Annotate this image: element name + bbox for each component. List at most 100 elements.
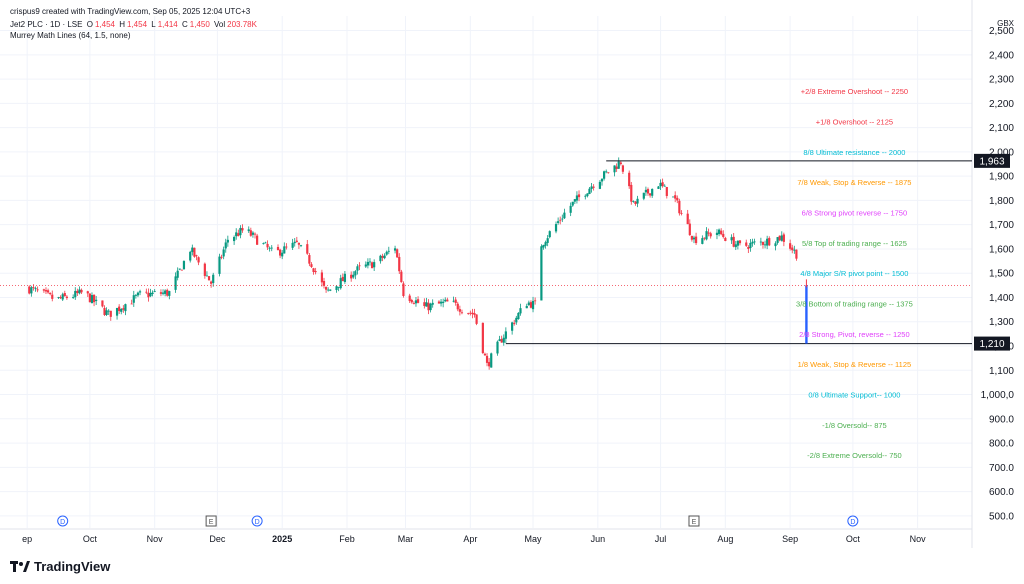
candle-body bbox=[379, 255, 382, 262]
candle-body bbox=[28, 286, 31, 294]
candle-body bbox=[203, 263, 206, 276]
candle-body bbox=[393, 248, 397, 251]
candle-body bbox=[795, 249, 798, 259]
candle-body bbox=[410, 299, 413, 303]
candle-body bbox=[337, 286, 340, 288]
tradingview-logo-icon bbox=[10, 560, 30, 572]
x-tick-label: ep bbox=[22, 534, 32, 544]
candle-body bbox=[174, 276, 177, 290]
y-tick-label: 1,800 bbox=[989, 196, 1014, 207]
candle-body bbox=[642, 192, 645, 199]
candle-body bbox=[205, 275, 209, 277]
candle-body bbox=[396, 249, 399, 258]
candle-body bbox=[720, 230, 723, 235]
candle-body bbox=[78, 289, 81, 294]
murrey-math-label: 0/8 Ultimate Support-- 1000 bbox=[808, 391, 900, 400]
candle-body bbox=[703, 237, 706, 239]
candle-body bbox=[366, 261, 369, 266]
open-label: O bbox=[86, 20, 93, 29]
candle-body bbox=[763, 244, 767, 246]
candle-body bbox=[498, 339, 501, 342]
candle-body bbox=[65, 296, 68, 299]
candle-body bbox=[239, 227, 242, 236]
y-tick-label: 600.0 bbox=[989, 487, 1014, 498]
candle-body bbox=[774, 243, 777, 247]
candle-body bbox=[439, 301, 443, 304]
candle-body bbox=[276, 246, 280, 251]
candle-body bbox=[180, 269, 183, 271]
x-tick-label: 2025 bbox=[272, 534, 292, 544]
candle-body bbox=[546, 238, 549, 243]
candle-body bbox=[701, 238, 704, 244]
price-line-badge bbox=[974, 153, 1010, 168]
candle-body bbox=[218, 256, 221, 274]
candle-body bbox=[368, 261, 372, 263]
indicator-legend[interactable]: Murrey Math Lines (64, 1.5, none) bbox=[10, 31, 131, 40]
candle-body bbox=[676, 197, 679, 201]
candle-body bbox=[416, 299, 420, 303]
candle-body bbox=[312, 268, 315, 272]
candle-body bbox=[412, 303, 415, 305]
candle-body bbox=[320, 272, 324, 283]
candle-body bbox=[636, 198, 639, 204]
candle-body bbox=[705, 231, 708, 240]
y-tick-label: 800.0 bbox=[989, 439, 1014, 450]
candle-body bbox=[490, 353, 493, 368]
candle-body bbox=[761, 241, 765, 245]
candle-body bbox=[358, 265, 361, 267]
currency-label: GBX bbox=[997, 19, 1015, 28]
candle-body bbox=[615, 166, 618, 169]
candle-body bbox=[730, 237, 733, 241]
candle-body bbox=[72, 297, 75, 298]
candle-body bbox=[80, 289, 83, 293]
candle-body bbox=[621, 165, 625, 172]
candle-body bbox=[408, 295, 411, 301]
y-tick-label: 700.0 bbox=[989, 463, 1014, 474]
candle-body bbox=[563, 212, 566, 219]
y-tick-label: 1,000,0 bbox=[981, 390, 1015, 401]
x-tick-label: Apr bbox=[463, 534, 477, 544]
candle-body bbox=[504, 331, 507, 339]
candle-body bbox=[385, 251, 388, 255]
candle-body bbox=[458, 309, 461, 312]
candle-body bbox=[322, 281, 326, 286]
candle-body bbox=[132, 295, 135, 303]
candle-body bbox=[136, 292, 140, 296]
candle-body bbox=[161, 292, 165, 294]
candle-body bbox=[383, 255, 386, 259]
candle-body bbox=[335, 286, 338, 291]
candle-body bbox=[387, 250, 390, 252]
candle-body bbox=[164, 290, 167, 294]
y-tick-label: 500.0 bbox=[989, 511, 1014, 522]
candle-body bbox=[789, 243, 792, 249]
symbol-name[interactable]: Jet2 PLC · 1D · LSE bbox=[10, 20, 83, 29]
candle-body bbox=[352, 274, 355, 278]
candle-body bbox=[51, 294, 54, 299]
candle-body bbox=[107, 310, 110, 312]
close-value: 1,450 bbox=[189, 20, 210, 29]
candle-body bbox=[554, 224, 558, 232]
candle-body bbox=[651, 188, 654, 196]
candle-body bbox=[444, 299, 447, 302]
candle-body bbox=[648, 193, 652, 196]
candle-body bbox=[630, 184, 633, 202]
measure-bar bbox=[805, 285, 808, 344]
candle-body bbox=[707, 232, 710, 234]
earnings-marker-icon bbox=[205, 515, 217, 527]
low-label: L bbox=[151, 20, 156, 29]
murrey-math-label: 1/8 Weak, Stop & Reverse -- 1125 bbox=[798, 360, 912, 369]
high-value: 1,454 bbox=[127, 20, 148, 29]
x-tick-label: Jun bbox=[591, 534, 606, 544]
candle-body bbox=[778, 235, 781, 241]
candle-body bbox=[34, 288, 37, 289]
candle-body bbox=[251, 232, 255, 235]
candle-body bbox=[780, 235, 783, 241]
candle-body bbox=[431, 302, 434, 305]
earnings-marker-label: E bbox=[209, 519, 214, 526]
candle-body bbox=[350, 274, 353, 279]
dividend-marker-icon bbox=[847, 515, 859, 527]
candle-body bbox=[644, 189, 648, 193]
candle-body bbox=[356, 266, 359, 271]
candle-body bbox=[324, 286, 328, 290]
